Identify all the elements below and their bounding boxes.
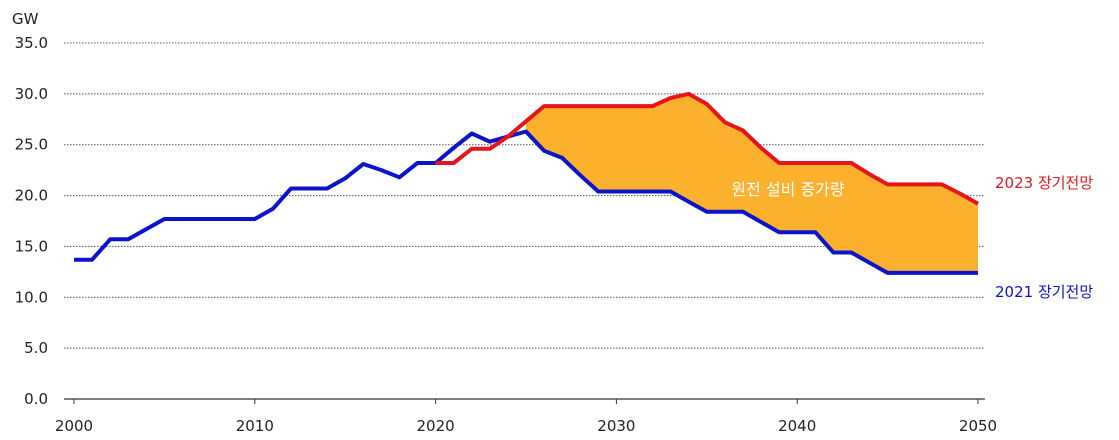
- y-tick-labels: 0.0 5.0 10.0 15.0 20.0 25.0 30.0 35.0: [15, 34, 48, 408]
- x-tick-labels: 2000 2010 2020 2030 2040 2050: [55, 399, 997, 435]
- x-tick-label: 2000: [55, 417, 93, 435]
- y-tick-label: 10.0: [15, 288, 48, 306]
- y-tick-label: 35.0: [15, 34, 48, 52]
- y-axis-unit: GW: [12, 10, 39, 28]
- y-tick-label: 25.0: [15, 136, 48, 154]
- x-tick-label: 2010: [236, 417, 274, 435]
- y-tick-label: 5.0: [24, 339, 48, 357]
- series-label-2021: 2021 장기전망: [995, 283, 1093, 301]
- y-tick-label: 20.0: [15, 187, 48, 205]
- series-line-2021: [74, 129, 978, 275]
- x-tick-label: 2020: [417, 417, 455, 435]
- increase-area: [526, 93, 978, 273]
- series-label-2023: 2023 장기전망: [995, 174, 1093, 192]
- y-tick-label: 0.0: [24, 390, 48, 408]
- x-tick-label: 2040: [778, 417, 816, 435]
- y-tick-label: 30.0: [15, 85, 48, 103]
- x-tick-label: 2050: [959, 417, 997, 435]
- y-tick-label: 15.0: [15, 237, 48, 255]
- x-tick-label: 2030: [597, 417, 635, 435]
- gridlines: [64, 42, 985, 349]
- series-lines: [74, 91, 979, 275]
- fill-area-label: 원전 설비 증가량: [731, 180, 844, 199]
- series-line-2023: [435, 91, 979, 206]
